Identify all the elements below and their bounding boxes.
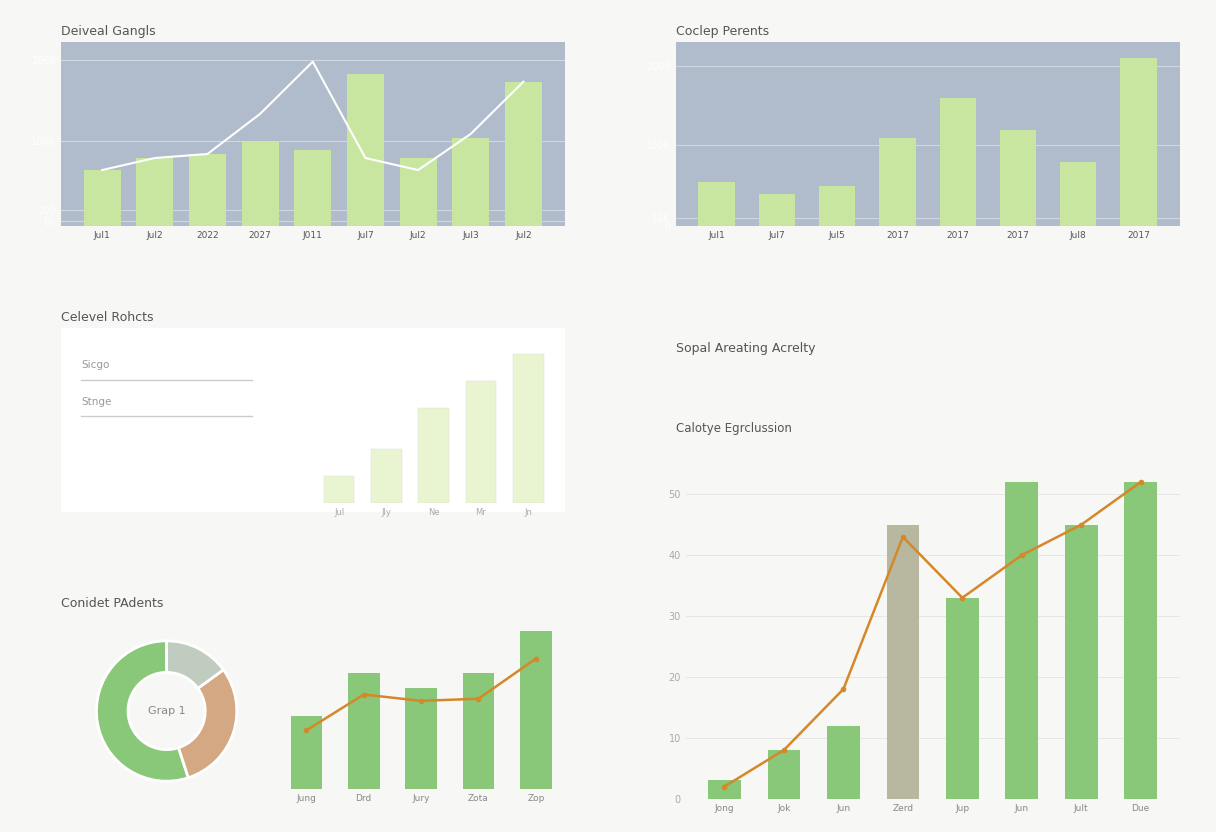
Bar [452,138,489,226]
Bar [1000,130,1036,226]
Bar [136,158,173,226]
Bar [347,74,384,226]
Bar [84,170,120,226]
Bar [820,186,855,226]
Bar [188,154,226,226]
Text: Celevel Rohcts: Celevel Rohcts [61,311,153,324]
Text: Coclep Perents: Coclep Perents [676,25,769,37]
Text: Conidet PAdents: Conidet PAdents [61,597,163,610]
Bar [698,182,734,226]
Bar [1120,57,1156,226]
Text: Calotye Egrclussion: Calotye Egrclussion [676,422,792,435]
Bar [759,194,795,226]
Bar [294,150,331,226]
Bar [940,98,975,226]
Text: Stnge: Stnge [81,398,112,408]
Text: Deiveal Gangls: Deiveal Gangls [61,25,156,37]
Text: Sopal Areating Acrelty: Sopal Areating Acrelty [676,342,815,355]
Bar [879,138,916,226]
Bar [1060,162,1097,226]
Bar [242,142,278,226]
Bar [400,158,437,226]
Bar [505,82,542,226]
Text: Sicgo: Sicgo [81,360,109,370]
